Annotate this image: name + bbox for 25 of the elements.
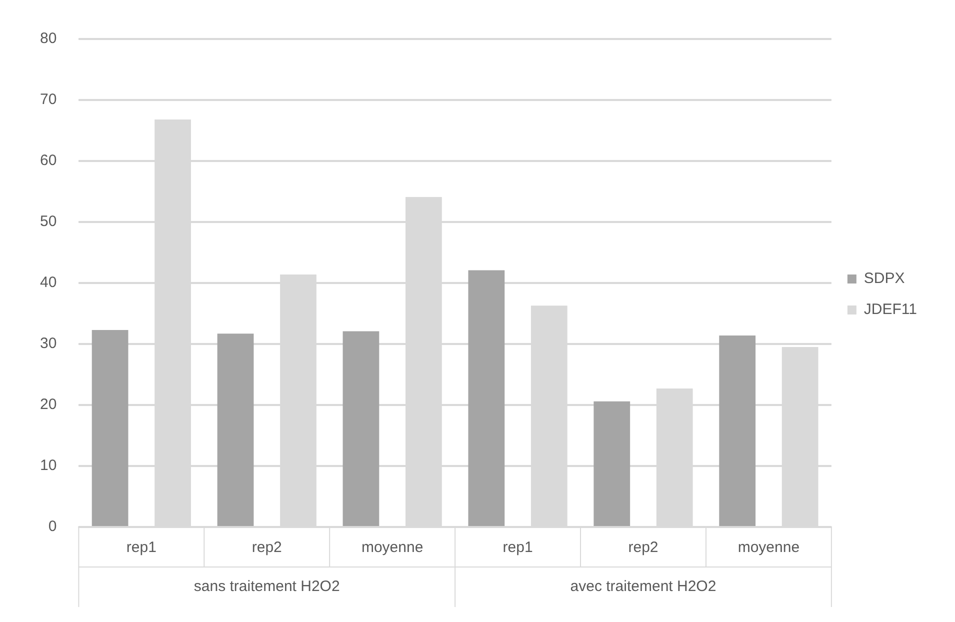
- y-tick-label: 70: [40, 91, 57, 108]
- bar: [217, 334, 254, 526]
- y-tick-label: 10: [40, 457, 57, 474]
- x-tick-label: rep2: [252, 539, 282, 556]
- x-tick-label: rep1: [502, 539, 533, 556]
- legend-label: SDPX: [864, 270, 905, 288]
- bar: [92, 330, 128, 526]
- y-tick-label: 0: [48, 518, 57, 536]
- y-tick-label: 80: [40, 30, 57, 48]
- y-tick-label: 40: [40, 274, 57, 292]
- y-tick-label: 50: [40, 213, 57, 230]
- bar: [342, 331, 380, 526]
- x-tick-label: rep1: [126, 539, 156, 556]
- x-tick-label: moyenne: [361, 539, 424, 556]
- text: avec traitement H2O2: [570, 578, 716, 596]
- legend-label: JDEF11: [864, 301, 918, 318]
- bar: [468, 270, 505, 526]
- text: sans traitement H2O2: [194, 578, 340, 596]
- bar: [719, 335, 756, 526]
- y-tick-label: 30: [40, 335, 57, 352]
- y-tick-label: 20: [40, 396, 57, 414]
- x-tick-label: rep2: [628, 539, 658, 556]
- bar: [594, 401, 630, 526]
- x-tick-label: moyenne: [738, 539, 800, 556]
- y-tick-label: 60: [40, 152, 57, 170]
